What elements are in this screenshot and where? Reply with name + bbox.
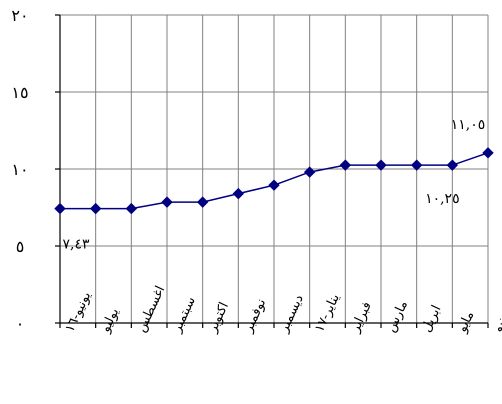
x-tick-label: يناير-١٧	[312, 291, 343, 335]
data-point	[232, 187, 245, 200]
x-axis-tick-labels: يونيو-١٦ يوليو اغسطس سبتمبر اكتوبر نوفمبر ديسم…	[63, 284, 502, 336]
x-tick-label: يونيو-١٦	[63, 289, 95, 335]
x-tick-label: مارس	[384, 298, 412, 334]
data-point	[54, 202, 66, 215]
x-tick-label: اكتوبر	[205, 300, 232, 336]
x-tick-label: فبراير	[347, 300, 374, 336]
y-axis-tick-labels: ٠ ٥ ١٠ ١٥ ٢٠	[11, 6, 28, 333]
data-point	[410, 159, 423, 171]
x-tick-label: اغسطس	[134, 284, 168, 335]
series	[54, 147, 494, 215]
data-label: ١٠,٢٥	[425, 191, 460, 207]
y-tick-label: ١٥	[11, 83, 28, 102]
data-point	[125, 202, 138, 215]
x-tick-label: سبتمبر	[169, 294, 199, 335]
y-tick-label: ٠	[16, 314, 25, 333]
data-point	[482, 147, 494, 159]
y-tick-label: ٥	[16, 237, 25, 256]
data-point	[303, 166, 316, 178]
grid-lines	[60, 14, 489, 323]
axes	[55, 14, 489, 328]
x-tick-label: ابريل	[419, 303, 444, 335]
data-point	[446, 159, 459, 171]
data-point	[339, 159, 352, 171]
x-tick-label: نوفمبر	[240, 296, 269, 335]
data-labels: ٧,٤٣ ١٠,٢٥ ١١,٠٥	[62, 117, 485, 253]
data-point	[196, 196, 209, 208]
data-point	[268, 179, 280, 191]
data-label: ٧,٤٣	[62, 237, 89, 253]
data-point	[89, 202, 102, 215]
x-tick-label: يونيو	[490, 306, 502, 336]
data-point	[161, 196, 173, 208]
data-label: ١١,٠٥	[451, 117, 486, 133]
x-tick-label: يوليو	[98, 305, 123, 335]
y-tick-label: ١٠	[11, 160, 28, 179]
x-tick-label: مايو	[454, 309, 477, 336]
x-tick-label: ديسمبر	[276, 292, 307, 335]
y-tick-label: ٢٠	[11, 6, 28, 25]
data-point	[375, 159, 387, 171]
